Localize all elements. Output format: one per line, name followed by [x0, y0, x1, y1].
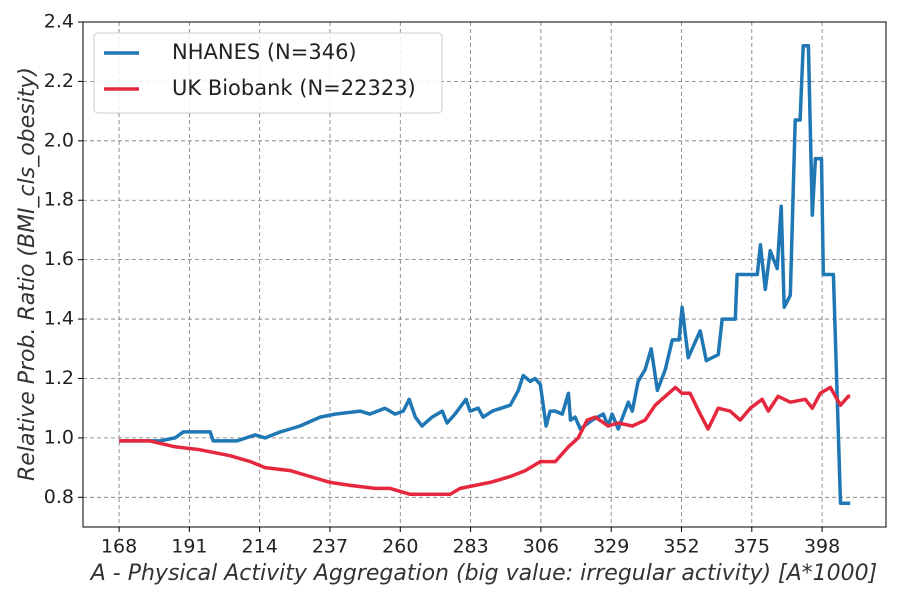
x-tick-label: 214 — [242, 536, 278, 558]
x-tick-label: 352 — [663, 536, 699, 558]
x-tick-label: 306 — [523, 536, 559, 558]
y-tick-label: 1.4 — [44, 308, 74, 330]
y-tick-label: 2.0 — [44, 129, 74, 151]
x-tick-label: 329 — [593, 536, 629, 558]
plot-frame — [82, 21, 887, 528]
y-axis-title: Relative Prob. Ratio (BMI_cls_obesity) — [15, 67, 40, 481]
data-line — [119, 385, 851, 497]
legend-frame — [93, 32, 443, 114]
x-axis-title: A - Physical Activity Aggregation (big v… — [89, 561, 878, 586]
x-tick-label: 375 — [734, 536, 770, 558]
x-tick-label: 283 — [452, 536, 488, 558]
legend-label: NHANES (N=346) — [172, 40, 357, 64]
y-tick-label: 1.2 — [44, 367, 74, 389]
y-tick-label: 1.8 — [44, 189, 74, 211]
legend: NHANES (N=346) UK Biobank (N=22323) — [93, 32, 443, 114]
legend-label: UK Biobank (N=22323) — [172, 76, 416, 100]
y-tick-label: 2.4 — [44, 11, 74, 33]
y-tick-label: 2.2 — [44, 70, 74, 92]
y-tick-label: 0.8 — [44, 486, 74, 508]
x-tick-label: 191 — [171, 536, 207, 558]
y-tick-label: 1.0 — [44, 426, 74, 448]
x-tick-label: 398 — [804, 536, 840, 558]
y-tick-label: 1.6 — [44, 248, 74, 270]
x-tick-label: 237 — [312, 536, 348, 558]
x-tick-label: 168 — [101, 536, 137, 558]
data-line — [119, 44, 851, 505]
x-tick-label: 260 — [382, 536, 418, 558]
